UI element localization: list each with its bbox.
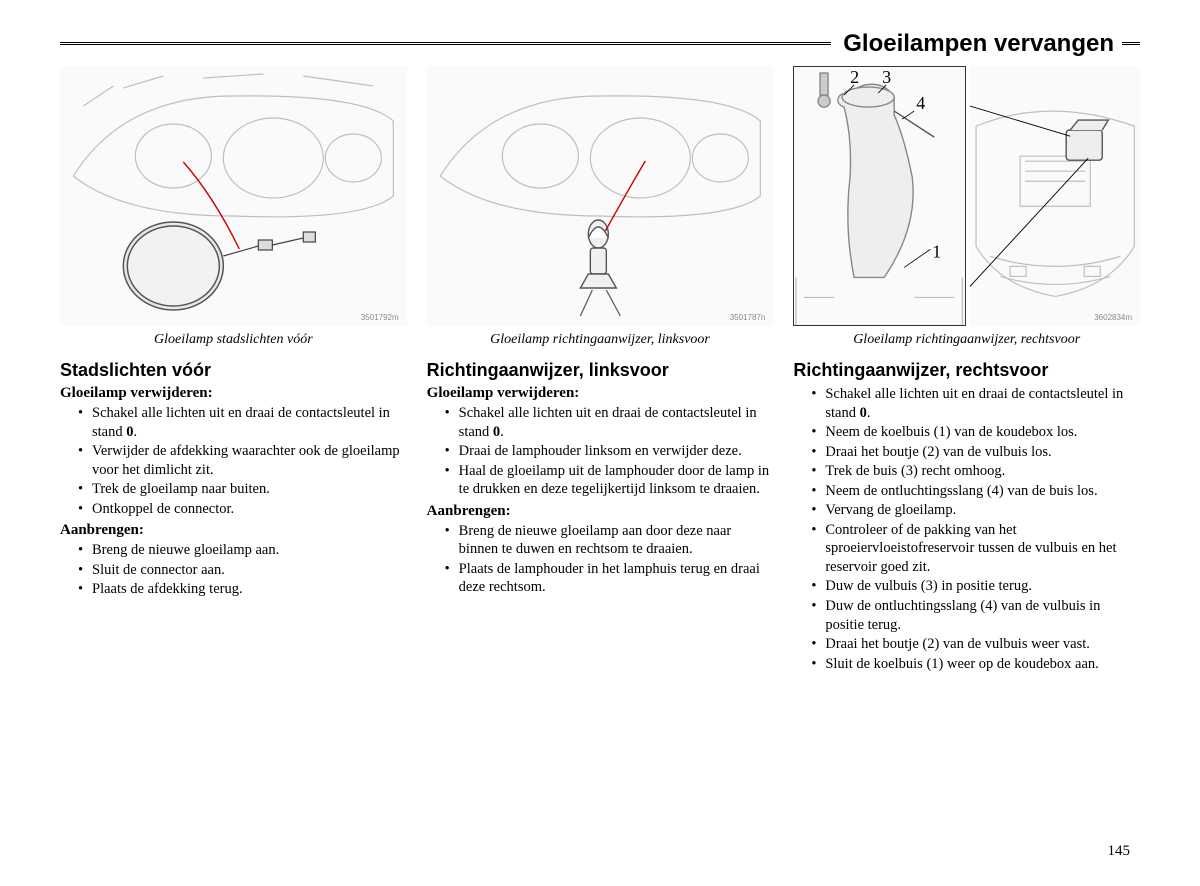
col1-sub-1: Aanbrengen: [60,522,407,539]
col1-list-1: Breng de nieuwe gloeilamp aan. Sluit de … [60,541,407,599]
header-line-right [1122,42,1140,46]
list-item: Duw de ontluchtingsslang (4) van de vulb… [811,597,1140,634]
label-4: 4 [917,93,926,113]
col2-sub-0: Gloeilamp verwijderen: [427,385,774,402]
column-1: 3501792m Gloeilamp stadslichten vóór Sta… [60,66,407,674]
column-2: 3501787n Gloeilamp richtingaanwijzer, li… [427,66,774,674]
col2-list-0: Schakel alle lichten uit en draai de con… [427,404,774,499]
list-item: Duw de vulbuis (3) in positie terug. [811,577,1140,596]
figure-3-caption: Gloeilamp richtingaanwijzer, rechtsvoor [793,332,1140,348]
list-item: Haal de gloeilamp uit de lamphouder door… [445,462,774,499]
label-2: 2 [850,67,859,87]
columns-container: 3501792m Gloeilamp stadslichten vóór Sta… [60,66,1140,674]
figure-2-caption: Gloeilamp richtingaanwijzer, linksvoor [427,332,774,348]
list-item: Schakel alle lichten uit en draai de con… [811,385,1140,422]
filler-tube-diagram-icon: 2 3 4 1 [794,67,964,326]
page-number: 145 [1108,843,1131,860]
list-item: Verwijder de afdekking waarachter ook de… [78,442,407,479]
figure-2-id: 3501787n [730,313,766,322]
col3-heading: Richtingaanwijzer, rechtsvoor [793,360,1140,381]
list-item: Plaats de afdekking terug. [78,580,407,599]
header-line-left [60,42,831,46]
col2-list-1: Breng de nieuwe gloeilamp aan door deze … [427,522,774,597]
list-item: Trek de gloeilamp naar buiten. [78,480,407,499]
col3-list-0: Schakel alle lichten uit en draai de con… [793,385,1140,673]
list-item: Controleer of de pakking van het sproeie… [811,521,1140,577]
figure-3: 2 3 4 1 [793,66,1140,326]
figure-1-caption: Gloeilamp stadslichten vóór [60,332,407,348]
figure-1-id: 3501792m [361,313,399,322]
figure-3-left-panel: 2 3 4 1 [793,66,965,326]
label-3: 3 [883,67,892,87]
label-1: 1 [933,241,942,261]
col2-sub-1: Aanbrengen: [427,503,774,520]
list-item: Ontkoppel de connector. [78,500,407,519]
engine-bay-diagram-icon [970,66,1140,326]
list-item: Vervang de gloeilamp. [811,501,1140,520]
col2-heading: Richtingaanwijzer, linksvoor [427,360,774,381]
col1-list-0: Schakel alle lichten uit en draai de con… [60,404,407,518]
list-item: Schakel alle lichten uit en draai de con… [78,404,407,441]
list-item: Neem de koelbuis (1) van de koudebox los… [811,423,1140,442]
figure-1: 3501792m [60,66,407,326]
headlamp-diagram-center-icon [427,66,774,326]
column-3: 2 3 4 1 [793,66,1140,674]
list-item: Plaats de lamphouder in het lamphuis ter… [445,560,774,597]
headlamp-diagram-left-icon [60,66,407,326]
list-item: Sluit de koelbuis (1) weer op de koudebo… [811,655,1140,674]
list-item: Schakel alle lichten uit en draai de con… [445,404,774,441]
col1-sub-0: Gloeilamp verwijderen: [60,385,407,402]
header-rule: Gloeilampen vervangen [60,30,1140,58]
list-item: Trek de buis (3) recht omhoog. [811,462,1140,481]
list-item: Breng de nieuwe gloeilamp aan. [78,541,407,560]
list-item: Draai het boutje (2) van de vulbuis los. [811,443,1140,462]
page-title: Gloeilampen vervangen [831,30,1122,58]
figure-2: 3501787n [427,66,774,326]
list-item: Neem de ontluchtingsslang (4) van de bui… [811,482,1140,501]
figure-3-id: 3602834m [1094,313,1132,322]
list-item: Draai het boutje (2) van de vulbuis weer… [811,635,1140,654]
col1-heading: Stadslichten vóór [60,360,407,381]
list-item: Sluit de connector aan. [78,561,407,580]
list-item: Draai de lamphouder linksom en verwijder… [445,442,774,461]
list-item: Breng de nieuwe gloeilamp aan door deze … [445,522,774,559]
figure-3-right-panel: 3602834m [970,66,1140,326]
